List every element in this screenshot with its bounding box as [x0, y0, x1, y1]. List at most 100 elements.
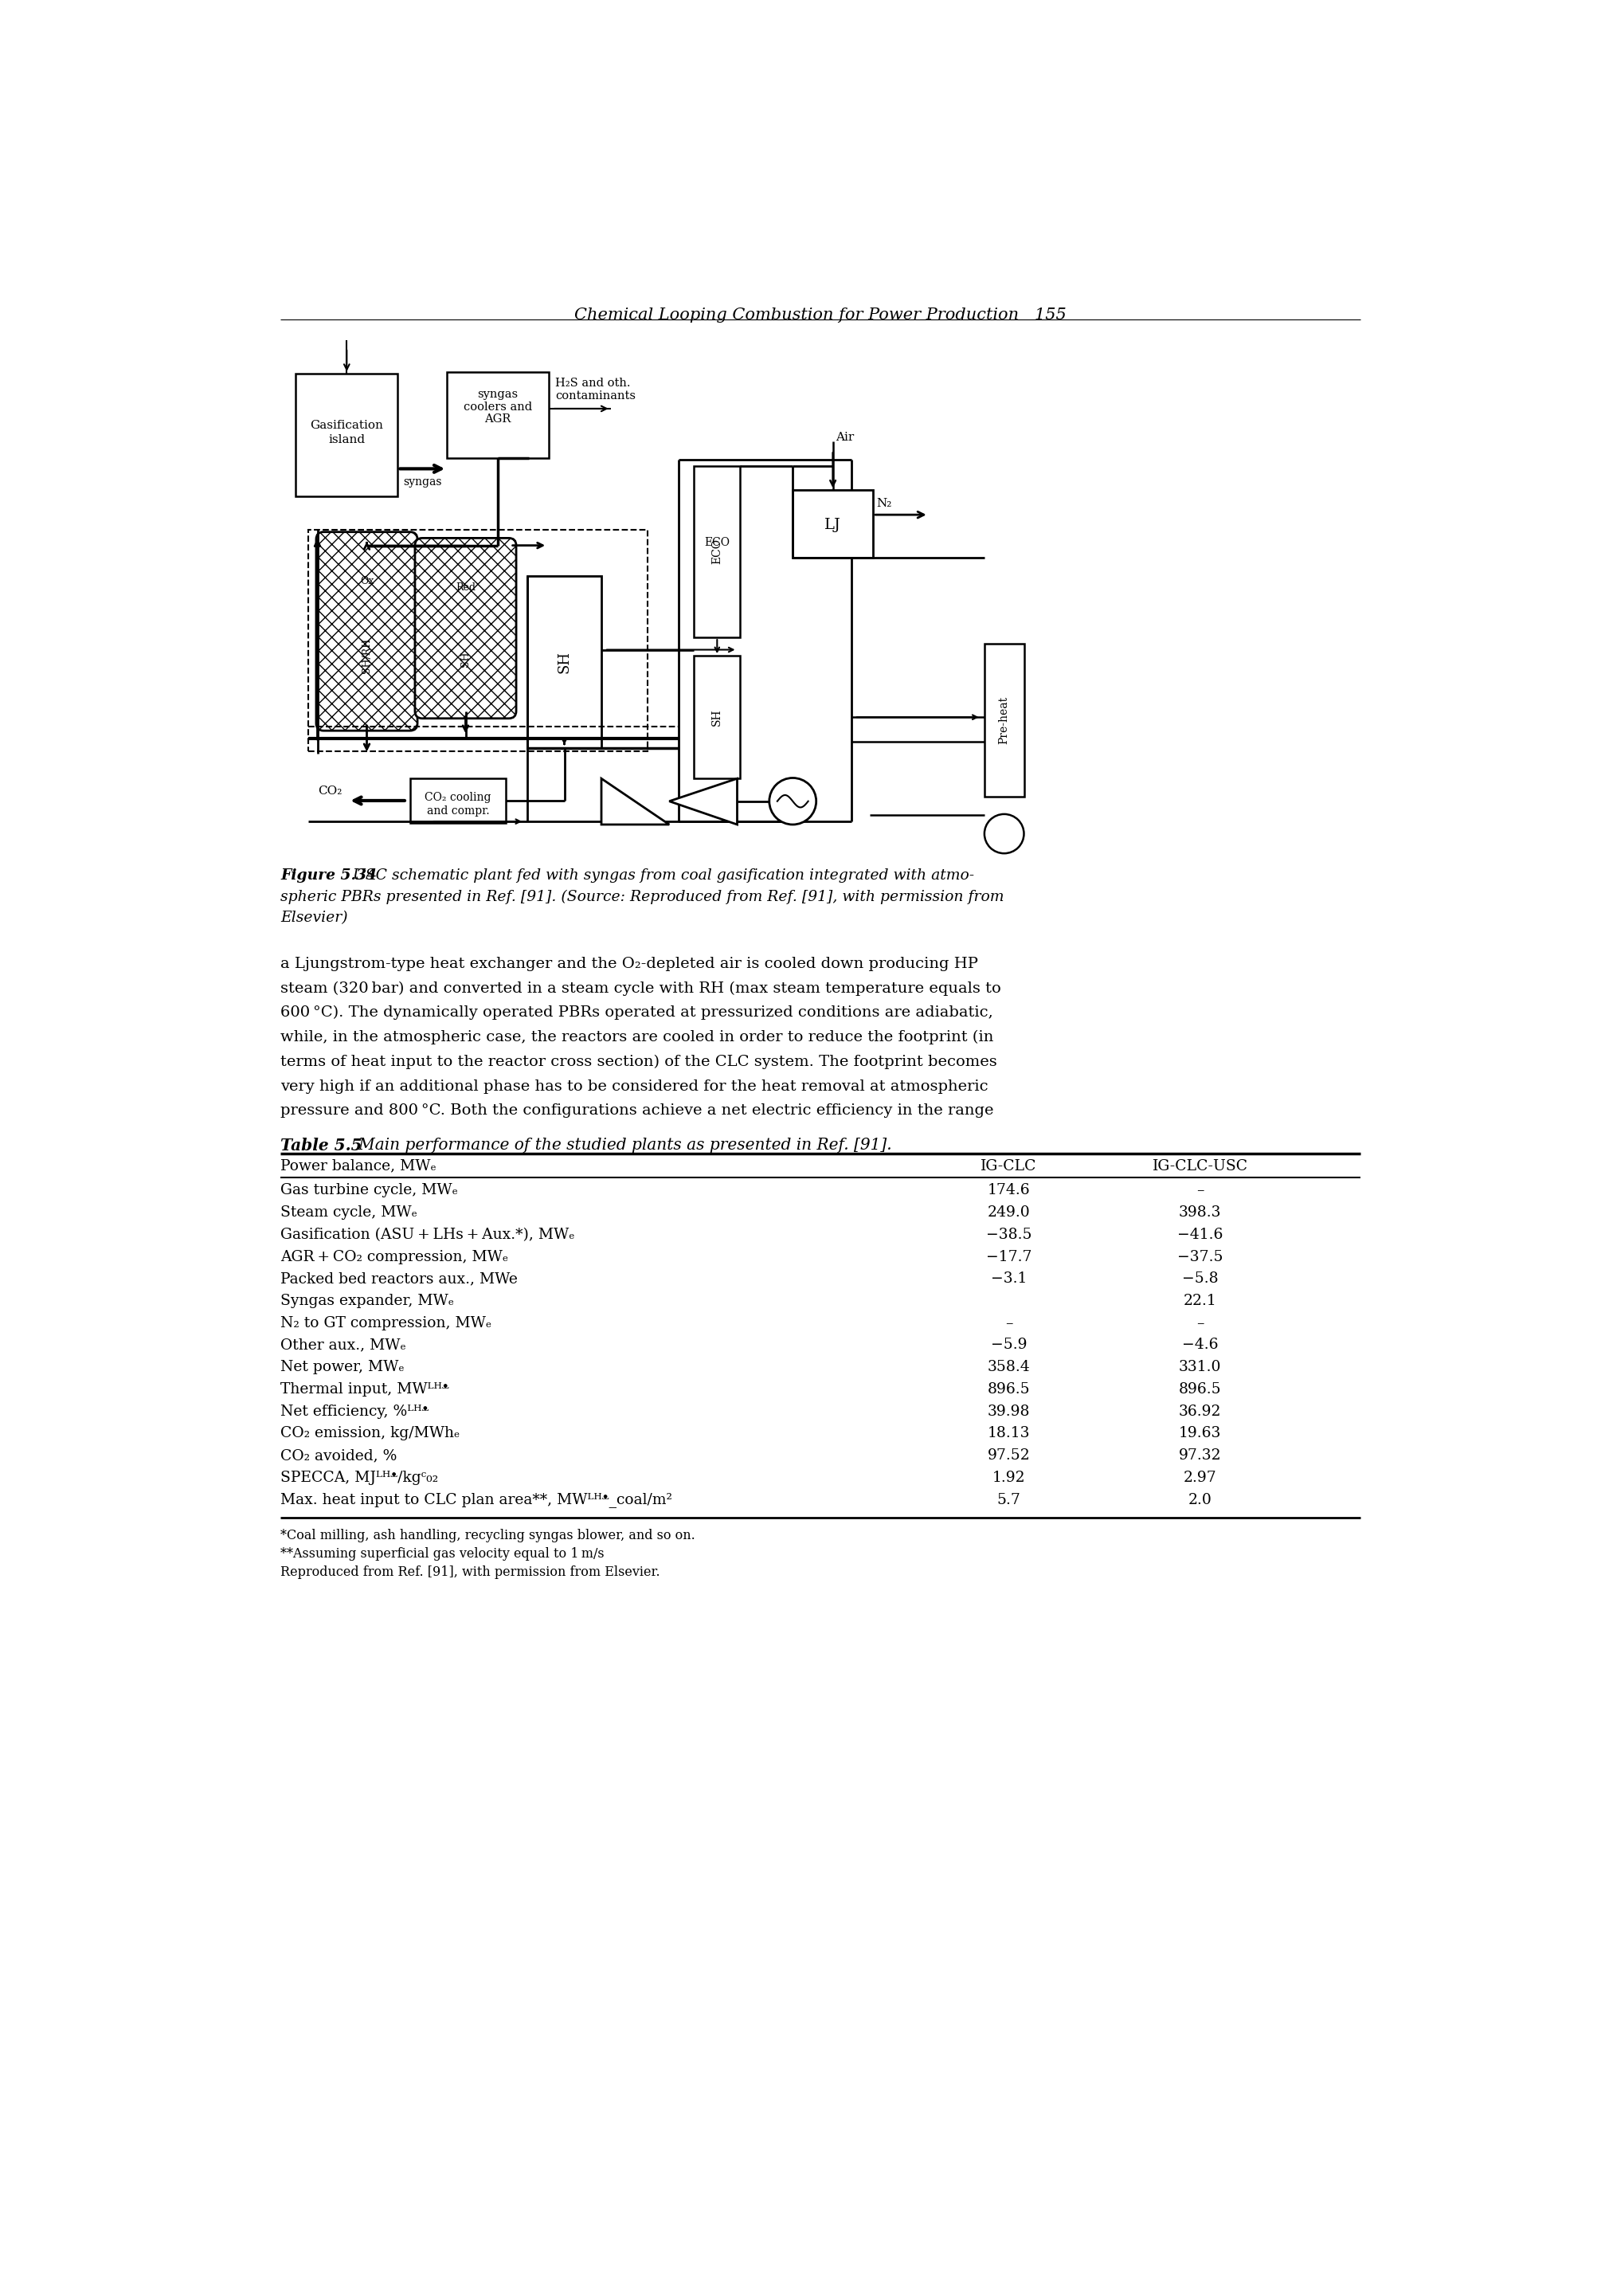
Text: 896.5: 896.5: [988, 1382, 1029, 1396]
Text: while, in the atmospheric case, the reactors are cooled in order to reduce the f: while, in the atmospheric case, the reac…: [280, 1031, 994, 1045]
Text: −37.5: −37.5: [1177, 1249, 1223, 1265]
Text: –: –: [1196, 1182, 1204, 1199]
Text: Table 5.5: Table 5.5: [280, 1137, 362, 1153]
Text: Pre-heat: Pre-heat: [999, 696, 1010, 744]
Text: −38.5: −38.5: [986, 1228, 1031, 1242]
Text: Other aux., MWₑ: Other aux., MWₑ: [280, 1339, 407, 1352]
Text: ECO: ECO: [711, 540, 722, 565]
Text: **Assuming superficial gas velocity equal to 1 m/s: **Assuming superficial gas velocity equa…: [280, 1548, 604, 1561]
Text: Gas turbine cycle, MWₑ: Gas turbine cycle, MWₑ: [280, 1182, 458, 1199]
Text: 18.13: 18.13: [988, 1426, 1029, 1440]
Text: 19.63: 19.63: [1178, 1426, 1222, 1440]
Text: CO₂ cooling: CO₂ cooling: [424, 792, 492, 804]
Text: AGR + CO₂ compression, MWₑ: AGR + CO₂ compression, MWₑ: [280, 1249, 508, 1265]
FancyBboxPatch shape: [315, 533, 418, 730]
Text: 36.92: 36.92: [1178, 1405, 1222, 1419]
Text: –: –: [1005, 1316, 1012, 1329]
Text: SH: SH: [461, 652, 471, 666]
Text: ECO: ECO: [704, 537, 730, 549]
Text: Air: Air: [836, 432, 855, 443]
Text: CO₂: CO₂: [319, 785, 343, 797]
Text: CO₂ emission, kg/MWhₑ: CO₂ emission, kg/MWhₑ: [280, 1426, 459, 1440]
Text: N₂ to GT compression, MWₑ: N₂ to GT compression, MWₑ: [280, 1316, 492, 1329]
Text: Max. heat input to CLC plan area**, MWᴸᴴᵜ_coal/m²: Max. heat input to CLC plan area**, MWᴸᴴ…: [280, 1492, 672, 1508]
Text: LJ: LJ: [825, 519, 841, 533]
Text: island: island: [328, 434, 365, 445]
Text: Net power, MWₑ: Net power, MWₑ: [280, 1359, 405, 1375]
Bar: [307, 530, 648, 751]
Text: Power balance, MWₑ: Power balance, MWₑ: [280, 1159, 437, 1173]
Text: SH: SH: [711, 709, 722, 726]
Bar: [527, 576, 602, 748]
Text: Steam cycle, MWₑ: Steam cycle, MWₑ: [280, 1205, 418, 1219]
Text: −41.6: −41.6: [1177, 1228, 1223, 1242]
Text: −17.7: −17.7: [986, 1249, 1031, 1265]
Text: and compr.: and compr.: [426, 806, 490, 817]
Text: Packed bed reactors aux., MWe: Packed bed reactors aux., MWe: [280, 1272, 517, 1286]
Text: 97.52: 97.52: [988, 1449, 1029, 1463]
Text: Red: Red: [456, 583, 475, 592]
Bar: [447, 372, 549, 457]
Bar: [693, 466, 740, 638]
Text: −3.1: −3.1: [991, 1272, 1026, 1286]
Text: Figure 5.34: Figure 5.34: [280, 868, 376, 884]
Text: 358.4: 358.4: [988, 1359, 1029, 1375]
Text: spheric PBRs presented in Ref. [91]. (Source: Reproduced from Ref. [91], with pe: spheric PBRs presented in Ref. [91]. (So…: [280, 889, 1004, 905]
Text: 2.0: 2.0: [1188, 1492, 1212, 1506]
Text: 600 °C). The dynamically operated PBRs operated at pressurized conditions are ad: 600 °C). The dynamically operated PBRs o…: [280, 1006, 993, 1019]
Text: 39.98: 39.98: [988, 1405, 1029, 1419]
Text: H₂S and oth.: H₂S and oth.: [556, 379, 631, 388]
Text: IG-CLC: IG-CLC: [981, 1159, 1037, 1173]
Text: –: –: [1196, 1316, 1204, 1329]
Text: 249.0: 249.0: [988, 1205, 1029, 1219]
Text: *Coal milling, ash handling, recycling syngas blower, and so on.: *Coal milling, ash handling, recycling s…: [280, 1529, 695, 1543]
Text: −5.8: −5.8: [1182, 1272, 1218, 1286]
Text: SH: SH: [557, 650, 572, 673]
Bar: [792, 491, 873, 558]
Text: IG-CLC-USC: IG-CLC-USC: [1153, 1159, 1249, 1173]
Text: 22.1: 22.1: [1183, 1295, 1217, 1309]
Text: a Ljungstrom-type heat exchanger and the O₂-depleted air is cooled down producin: a Ljungstrom-type heat exchanger and the…: [280, 957, 978, 971]
Text: Gasification (ASU + LHs + Aux.*), MWₑ: Gasification (ASU + LHs + Aux.*), MWₑ: [280, 1228, 575, 1242]
Bar: [410, 778, 506, 822]
Text: 97.32: 97.32: [1178, 1449, 1222, 1463]
Text: Ox: Ox: [360, 576, 373, 585]
Text: CO₂ avoided, %: CO₂ avoided, %: [280, 1449, 397, 1463]
Text: pressure and 800 °C. Both the configurations achieve a net electric efficiency i: pressure and 800 °C. Both the configurat…: [280, 1104, 994, 1118]
Text: USC schematic plant fed with syngas from coal gasification integrated with atmo-: USC schematic plant fed with syngas from…: [343, 868, 975, 884]
Text: 896.5: 896.5: [1178, 1382, 1222, 1396]
Text: −4.6: −4.6: [1182, 1339, 1218, 1352]
Text: −5.9: −5.9: [991, 1339, 1026, 1352]
Text: syngas: syngas: [403, 478, 442, 487]
Text: Main performance of the studied plants as presented in Ref. [91].: Main performance of the studied plants a…: [343, 1137, 892, 1153]
Text: Syngas expander, MWₑ: Syngas expander, MWₑ: [280, 1295, 455, 1309]
Polygon shape: [669, 778, 736, 824]
Text: 5.7: 5.7: [997, 1492, 1021, 1506]
Text: very high if an additional phase has to be considered for the heat removal at at: very high if an additional phase has to …: [280, 1079, 988, 1093]
Text: Net efficiency, %ᴸᴴᵜ: Net efficiency, %ᴸᴴᵜ: [280, 1405, 429, 1419]
Bar: [693, 657, 740, 778]
Text: Gasification: Gasification: [311, 420, 383, 432]
Text: 331.0: 331.0: [1178, 1359, 1222, 1375]
Text: coolers and: coolers and: [464, 402, 532, 413]
Text: 1.92: 1.92: [993, 1469, 1025, 1486]
FancyBboxPatch shape: [415, 537, 516, 719]
Text: contaminants: contaminants: [556, 390, 636, 402]
Circle shape: [985, 815, 1025, 854]
Text: 174.6: 174.6: [988, 1182, 1029, 1199]
Text: 398.3: 398.3: [1178, 1205, 1222, 1219]
Text: 2.97: 2.97: [1183, 1469, 1217, 1486]
Text: N₂: N₂: [876, 498, 892, 510]
Text: SH/RH: SH/RH: [362, 638, 371, 673]
Text: Chemical Looping Combustion for Power Production   155: Chemical Looping Combustion for Power Pr…: [575, 308, 1066, 321]
Polygon shape: [602, 778, 669, 824]
Text: terms of heat input to the reactor cross section) of the CLC system. The footpri: terms of heat input to the reactor cross…: [280, 1054, 997, 1070]
Text: Elsevier): Elsevier): [280, 912, 347, 925]
Text: AGR: AGR: [485, 413, 511, 425]
Text: Reproduced from Ref. [91], with permission from Elsevier.: Reproduced from Ref. [91], with permissi…: [280, 1566, 660, 1580]
Text: SPECCA, MJᴸᴴᵜ/kgᶜ₀₂: SPECCA, MJᴸᴴᵜ/kgᶜ₀₂: [280, 1469, 439, 1486]
Text: steam (320 bar) and converted in a steam cycle with RH (max steam temperature eq: steam (320 bar) and converted in a steam…: [280, 980, 1001, 996]
Text: syngas: syngas: [477, 388, 519, 400]
Text: Thermal input, MWᴸᴴᵜ: Thermal input, MWᴸᴴᵜ: [280, 1382, 448, 1396]
Circle shape: [768, 778, 817, 824]
